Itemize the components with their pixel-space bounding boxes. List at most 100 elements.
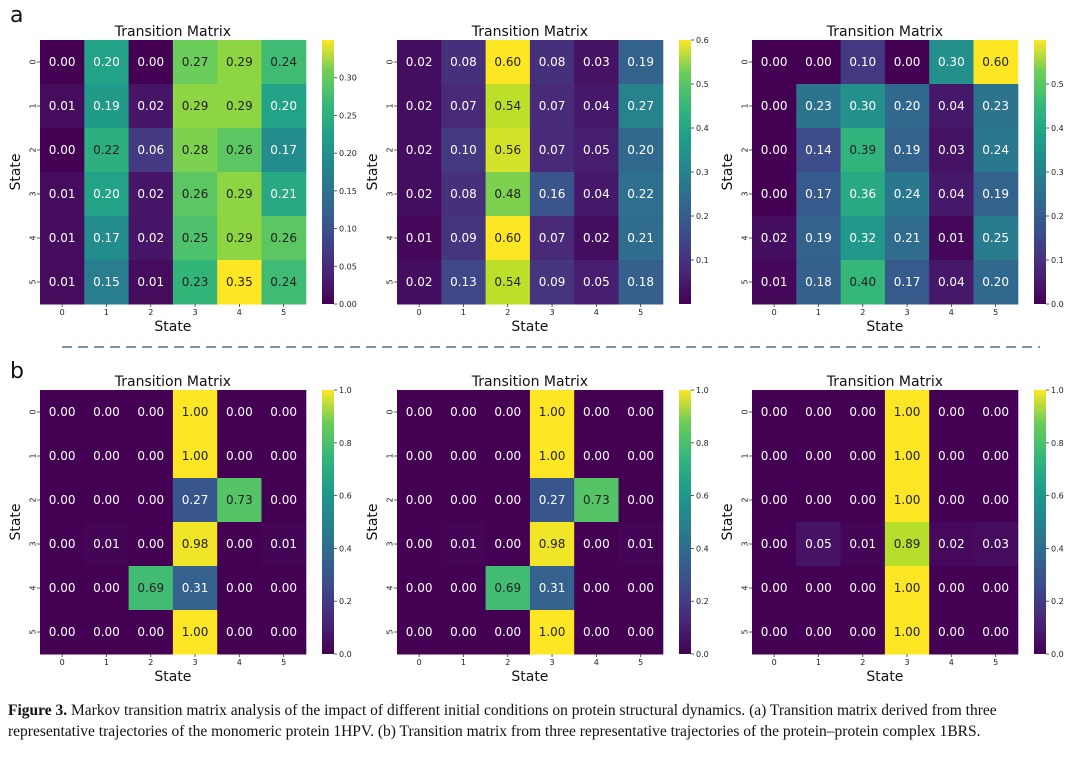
heatmap-cell [485, 566, 531, 611]
caption-text: Markov transition matrix analysis of the… [8, 702, 997, 740]
cell-value-label: 0.00 [938, 581, 965, 595]
heatmap-cell [884, 128, 930, 173]
cell-value-label: 0.19 [805, 231, 832, 245]
heatmap-cell [529, 84, 575, 129]
heatmap-cell [884, 390, 930, 435]
cell-value-label: 0.00 [627, 581, 654, 595]
heatmap-cell [529, 172, 575, 217]
colorbar-tick-label: 0.2 [339, 597, 352, 606]
cell-value-label: 0.00 [849, 493, 876, 507]
heatmap-cell [397, 566, 442, 611]
cell-value-label: 0.00 [494, 405, 521, 419]
heatmap-cell [217, 172, 262, 217]
panel-title: Transition Matrix [114, 374, 231, 390]
cell-value-label: 0.25 [182, 231, 209, 245]
heatmap-cell [618, 84, 664, 129]
heatmap-cell [84, 434, 130, 479]
cell-value-label: 0.27 [539, 493, 566, 507]
cell-value-label: 0.29 [226, 187, 253, 201]
cell-value-label: 0.73 [226, 493, 253, 507]
cell-value-label: 0.00 [226, 625, 253, 639]
y-tick-label: 2 [741, 147, 750, 152]
heatmap-cell [929, 566, 974, 611]
heatmap-cell [574, 478, 619, 523]
y-tick-label: 0 [741, 59, 750, 64]
cell-value-label: 0.00 [583, 537, 610, 551]
heatmap-cell [752, 216, 797, 261]
heatmap-cell [172, 390, 218, 435]
x-axis-label: State [154, 669, 191, 685]
cell-value-label: 0.00 [93, 581, 120, 595]
heatmap-cell [172, 40, 218, 85]
heatmap-cell [929, 434, 974, 479]
heatmap-cell [397, 478, 442, 523]
cell-value-label: 0.03 [982, 537, 1009, 551]
colorbar-tick-label: 0.6 [696, 36, 709, 45]
heatmap-cell [172, 84, 218, 129]
heatmap-cell [397, 172, 442, 217]
colorbar-tick-label: 0.2 [1051, 597, 1064, 606]
cell-value-label: 0.00 [938, 405, 965, 419]
heatmap-cell [884, 216, 930, 261]
heatmap-cell [397, 84, 442, 129]
cell-value-label: 0.00 [494, 449, 521, 463]
y-axis-label: State [720, 153, 736, 190]
cell-value-label: 0.00 [450, 625, 477, 639]
colorbar-tick-label: 0.5 [696, 80, 709, 89]
cell-value-label: 0.00 [406, 625, 433, 639]
heatmap-cell [796, 478, 842, 523]
cell-value-label: 0.00 [137, 625, 164, 639]
y-tick-label: 5 [29, 629, 38, 634]
cell-value-label: 0.00 [270, 449, 297, 463]
cell-value-label: 0.60 [494, 231, 521, 245]
y-tick-label: 5 [741, 279, 750, 284]
x-tick-label: 1 [816, 308, 821, 317]
cell-value-label: 0.01 [49, 99, 76, 113]
cell-value-label: 0.54 [494, 275, 521, 289]
heatmap-cell [973, 434, 1019, 479]
cell-value-label: 0.00 [49, 537, 76, 551]
cell-value-label: 0.21 [627, 231, 654, 245]
heatmap-cell [217, 610, 262, 655]
heatmap-cell [840, 478, 886, 523]
heatmap-cell [84, 610, 130, 655]
heatmap-cell [529, 478, 575, 523]
heatmap-cell [217, 390, 262, 435]
cell-value-label: 0.22 [627, 187, 654, 201]
y-axis-label: State [365, 503, 381, 540]
caption-label: Figure 3. [8, 702, 68, 719]
section-label-a: a [10, 3, 23, 28]
heatmap-cell [261, 566, 307, 611]
cell-value-label: 0.26 [270, 231, 297, 245]
cell-value-label: 0.27 [182, 55, 209, 69]
heatmap-cell [796, 40, 842, 85]
heatmap-cell [172, 128, 218, 173]
heatmap-cell [752, 522, 797, 567]
heatmap-cell [929, 84, 974, 129]
x-axis-label: State [154, 319, 191, 335]
y-axis-label: State [365, 153, 381, 190]
cell-value-label: 0.20 [982, 275, 1009, 289]
cell-value-label: 0.05 [583, 143, 610, 157]
heatmap-cell [128, 128, 174, 173]
heatmap-cell [752, 478, 797, 523]
heatmap-cell [529, 390, 575, 435]
cell-value-label: 0.24 [982, 143, 1009, 157]
cell-value-label: 0.02 [406, 275, 433, 289]
heatmap-cell [840, 434, 886, 479]
cell-value-label: 0.09 [450, 231, 477, 245]
heatmap-cell [128, 522, 174, 567]
heatmap-cell [172, 260, 218, 305]
colorbar-tick-label: 0.0 [1051, 300, 1064, 309]
colorbar-tick-label: 0.3 [1051, 168, 1064, 177]
x-tick-label: 0 [772, 658, 777, 667]
x-tick-label: 2 [148, 658, 153, 667]
heatmap-cell [485, 478, 531, 523]
cell-value-label: 0.00 [761, 537, 788, 551]
cell-value-label: 0.00 [406, 449, 433, 463]
heatmap-cell [929, 390, 974, 435]
y-tick-label: 3 [29, 191, 38, 196]
cell-value-label: 0.26 [182, 187, 209, 201]
cell-value-label: 0.00 [761, 405, 788, 419]
cell-value-label: 0.21 [270, 187, 297, 201]
